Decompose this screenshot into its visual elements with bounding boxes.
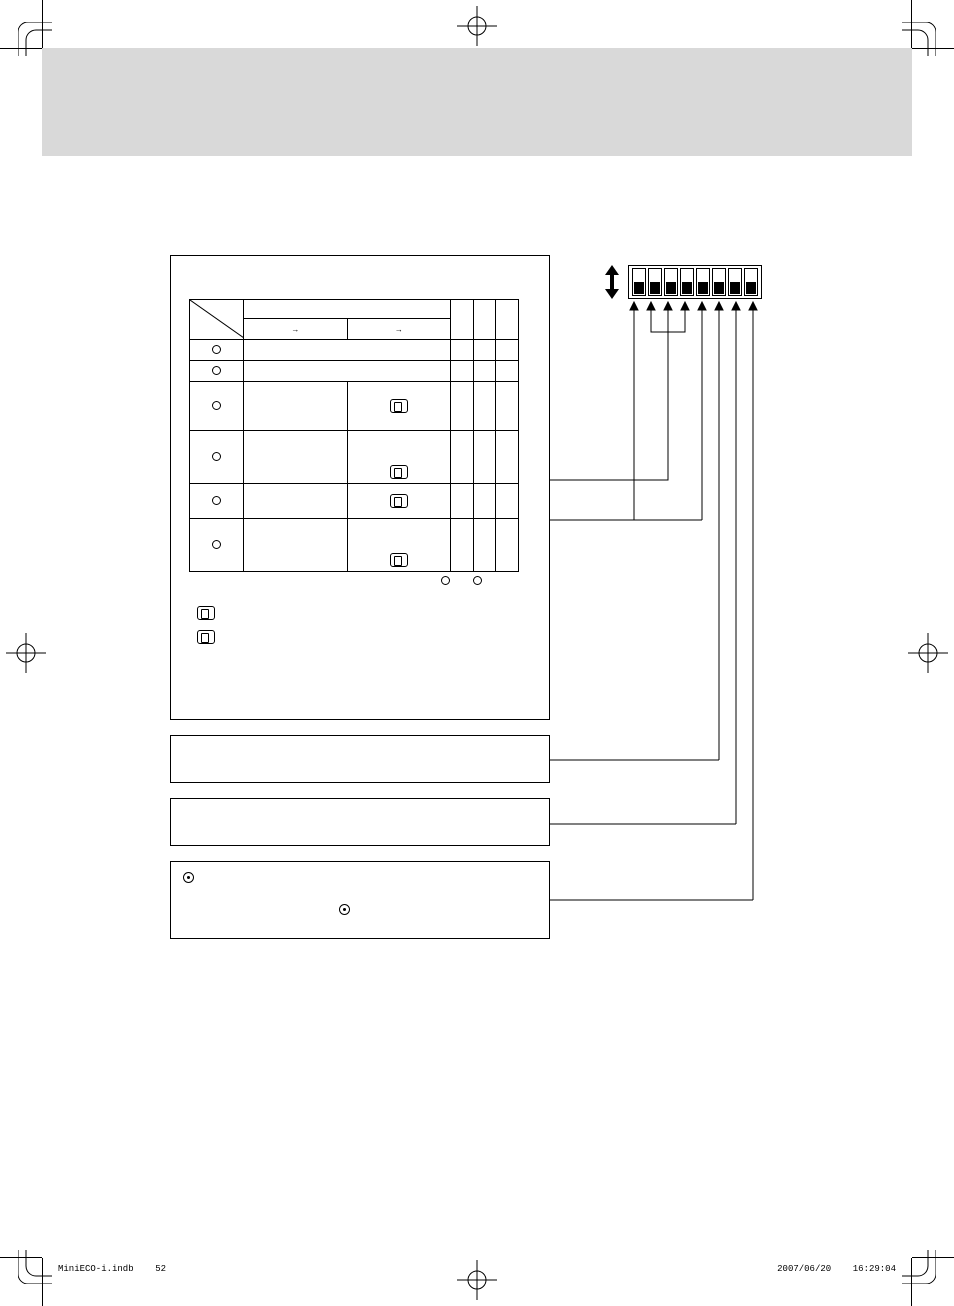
note-panel-2: [170, 798, 550, 846]
remote-icon: [390, 494, 408, 508]
registration-mark-icon: [457, 1260, 497, 1300]
settings-table-panel: → →: [170, 255, 550, 720]
dip-switch-2: [648, 268, 662, 296]
note-panel-1: [170, 735, 550, 783]
footer-file: MiniECO-i.indb: [58, 1264, 134, 1274]
remote-icon: [390, 399, 408, 413]
legend: [197, 606, 541, 644]
bullet-icon: [183, 872, 194, 883]
footer-page: 52: [155, 1264, 166, 1274]
note-panel-3: [170, 861, 550, 939]
registration-mark-icon: [6, 633, 46, 673]
dip-switch-4: [680, 268, 694, 296]
settings-table: → →: [189, 299, 519, 572]
footer-date: 2007/06/20: [777, 1264, 831, 1274]
footer-left: MiniECO-i.indb 52: [58, 1264, 166, 1274]
header-band: [42, 48, 912, 156]
table-footer-icons: [179, 576, 541, 588]
updown-arrow-icon: [603, 265, 621, 302]
dip-switch-3: [664, 268, 678, 296]
corner-bracket-icon: [18, 1250, 52, 1284]
dip-switch-8: [744, 268, 758, 296]
registration-mark-icon: [457, 6, 497, 46]
remote-icon: [197, 630, 215, 644]
footer-right: 2007/06/20 16:29:04: [777, 1264, 896, 1274]
registration-mark-icon: [908, 633, 948, 673]
dip-switch-1: [632, 268, 646, 296]
remote-icon: [197, 606, 215, 620]
dip-switch-6: [712, 268, 726, 296]
dip-switch-7: [728, 268, 742, 296]
bullet-icon: [339, 904, 350, 915]
remote-icon: [390, 465, 408, 479]
page-root: → →: [0, 0, 954, 1306]
dip-switch-5: [696, 268, 710, 296]
remote-icon: [390, 553, 408, 567]
corner-bracket-icon: [902, 1250, 936, 1284]
dip-switch: [603, 265, 762, 302]
footer-time: 16:29:04: [853, 1264, 896, 1274]
